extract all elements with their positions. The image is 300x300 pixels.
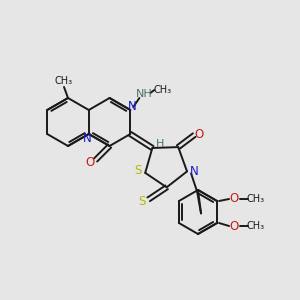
Text: N: N <box>128 100 137 113</box>
Text: O: O <box>85 157 94 169</box>
Text: CH₃: CH₃ <box>247 194 265 204</box>
Text: S: S <box>138 195 146 208</box>
Text: CH₃: CH₃ <box>55 76 73 86</box>
Text: O: O <box>230 193 239 206</box>
Text: CH₃: CH₃ <box>247 221 265 231</box>
Text: O: O <box>230 220 239 232</box>
Text: NH: NH <box>136 89 153 99</box>
Text: H: H <box>156 139 164 149</box>
Text: O: O <box>195 128 204 141</box>
Text: N: N <box>190 165 198 178</box>
Text: CH₃: CH₃ <box>153 85 171 95</box>
Text: S: S <box>134 164 142 177</box>
Text: N: N <box>82 133 91 146</box>
